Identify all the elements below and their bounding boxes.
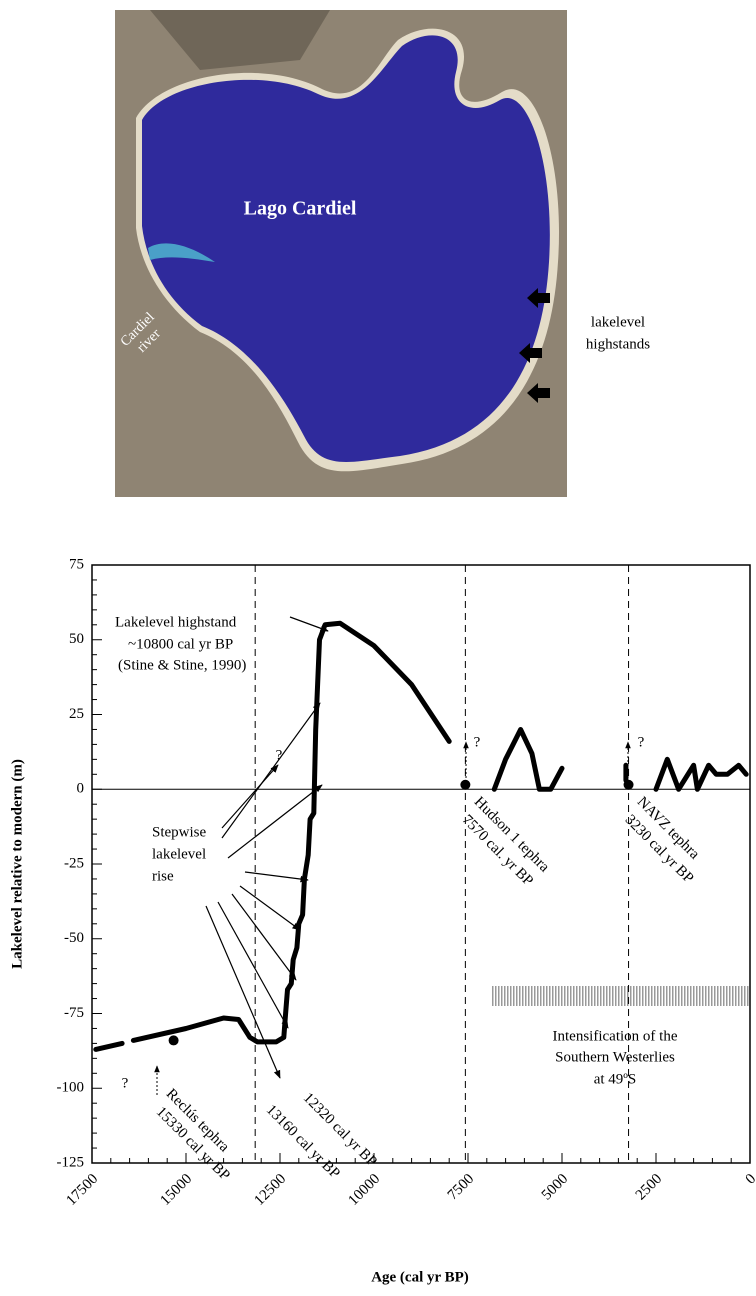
annotation: Stepwise [152,824,207,840]
y-axis-label: Lakelevel relative to modern (m) [9,759,25,969]
annotation: at 49ºS [594,1071,637,1087]
arrow [217,901,289,1029]
arrow [221,764,279,829]
y-tick-label: 75 [69,556,84,572]
annotation: (Stine & Stine, 1990) [118,657,246,673]
annotation: ? [638,734,645,750]
y-tick-label: 50 [69,631,84,647]
arrow [289,616,329,632]
x-tick-label: 5000 [539,1171,572,1204]
arrow [221,702,321,839]
y-tick-label: -25 [64,855,84,871]
x-tick-label: 12500 [251,1171,289,1209]
arrow [244,871,309,883]
x-tick-label: 2500 [633,1171,666,1204]
y-tick-label: -125 [57,1154,85,1170]
annotation: Southern Westerlies [555,1049,675,1065]
highstands-label: lakelevel [591,314,645,330]
y-tick-label: -75 [64,1005,84,1021]
x-tick-label: 0 [743,1171,756,1188]
arrow [239,885,301,931]
y-tick-label: -50 [64,930,84,946]
x-tick-label: 10000 [345,1171,383,1209]
y-tick-label: 0 [77,781,85,797]
river-delta [148,243,215,262]
arrow [205,905,281,1079]
annotation: ? [276,747,283,763]
plot-frame [91,564,751,1164]
annotation: ? [474,734,481,750]
annotation: lakelevel [152,846,206,862]
annotation: rise [152,868,174,884]
x-axis-label: Age (cal yr BP) [371,1269,469,1285]
lake [142,35,550,462]
tephra-dot [623,779,634,790]
terrain [150,10,330,70]
x-tick-label: 17500 [63,1171,101,1209]
lake-level-line [93,620,749,1052]
x-tick-label: 7500 [445,1171,478,1204]
annotation: ~10800 cal yr BP [128,636,233,652]
westerlies-band [492,986,750,1006]
annotation: Lakelevel highstand [115,614,237,630]
arrow [227,784,323,859]
y-tick-label: -100 [57,1080,85,1096]
satellite-photo: Lago Cardiel Cardiel river lakelevel hig… [115,10,650,497]
arrow [231,893,297,981]
y-tick-label: 25 [69,706,84,722]
highstands-label: highstands [586,336,650,352]
highstand-arrows [519,288,550,403]
x-tick-label: 15000 [157,1171,195,1209]
tephra-dot [460,779,471,790]
annotation: Intensification of the [553,1028,678,1044]
annotation: ? [122,1075,129,1091]
lake-label: Lago Cardiel [244,198,357,220]
tephra-dot [168,1035,179,1046]
